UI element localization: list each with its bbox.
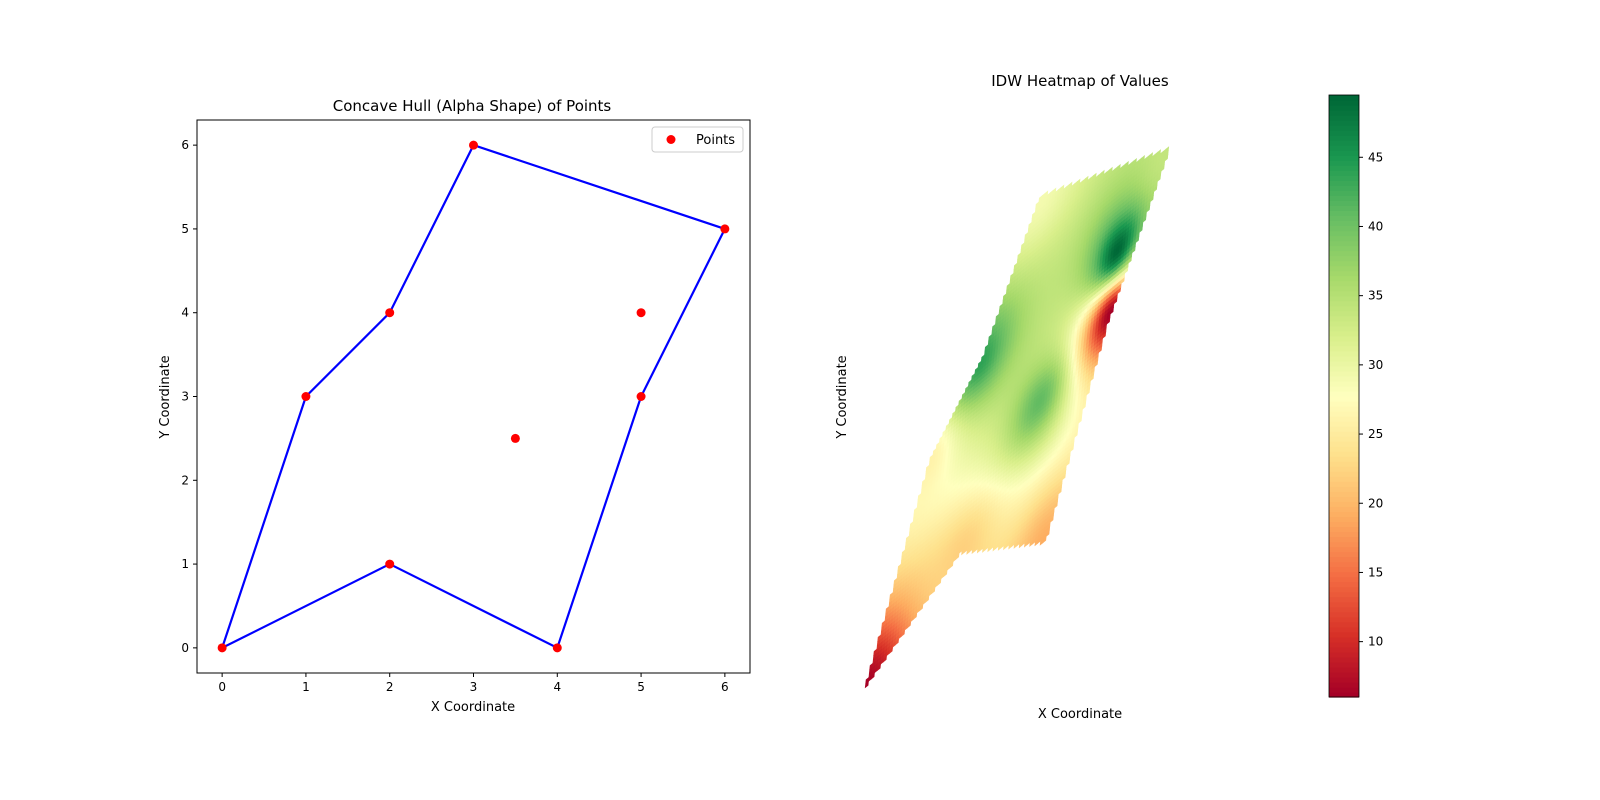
hull-y-axis-label: Y Coordinate xyxy=(158,355,173,439)
data-point xyxy=(301,392,311,401)
hull-plot-area xyxy=(197,120,750,673)
hull-x-tick-label: 0 xyxy=(218,680,226,694)
hull-x-tick-label: 1 xyxy=(302,680,310,694)
hull-x-tick-label: 4 xyxy=(553,680,561,694)
hull-x-tick-label: 6 xyxy=(721,680,729,694)
hull-y-tick-label: 4 xyxy=(181,306,189,320)
data-point xyxy=(469,140,478,150)
data-point xyxy=(636,392,646,401)
data-point xyxy=(636,308,646,318)
hull-y-tick-label: 3 xyxy=(181,390,189,404)
data-point xyxy=(385,559,395,569)
data-point xyxy=(217,643,227,653)
hull-y-tick-label: 6 xyxy=(181,138,189,152)
hull-chart: Concave Hull (Alpha Shape) of Points 0 1 2… xyxy=(158,97,751,715)
idw-chart: IDW Heatmap of Values X Coordinate Y Coo… xyxy=(835,72,1383,722)
hull-legend-box xyxy=(651,126,744,153)
hull-plot-frame xyxy=(196,119,751,674)
hull-y-ticks: 0 1 2 3 4 5 6 xyxy=(181,138,197,655)
hull-x-tick-label: 2 xyxy=(386,680,394,694)
data-point xyxy=(385,308,395,318)
hull-y-tick-label: 2 xyxy=(181,473,189,487)
hull-y-tick-label: 5 xyxy=(181,222,189,236)
legend-label-points: Points xyxy=(696,133,735,148)
hull-x-tick-label: 5 xyxy=(637,680,645,694)
hull-y-tick-label: 1 xyxy=(181,557,189,571)
heatmap-cells xyxy=(864,146,1170,689)
hull-x-ticks: 0 1 2 3 4 5 6 xyxy=(218,673,729,694)
hull-chart-title: Concave Hull (Alpha Shape) of Points xyxy=(333,97,612,115)
hull-points xyxy=(217,140,730,653)
data-point xyxy=(720,224,730,234)
hull-legend: Points xyxy=(651,126,744,153)
data-point xyxy=(552,643,562,653)
hull-y-tick-label: 0 xyxy=(181,641,189,655)
hull-x-axis-label: X Coordinate xyxy=(431,700,515,715)
data-point xyxy=(510,433,520,443)
hull-x-tick-label: 3 xyxy=(470,680,478,694)
legend-marker xyxy=(666,135,676,144)
idw-chart-title: IDW Heatmap of Values xyxy=(991,72,1169,90)
